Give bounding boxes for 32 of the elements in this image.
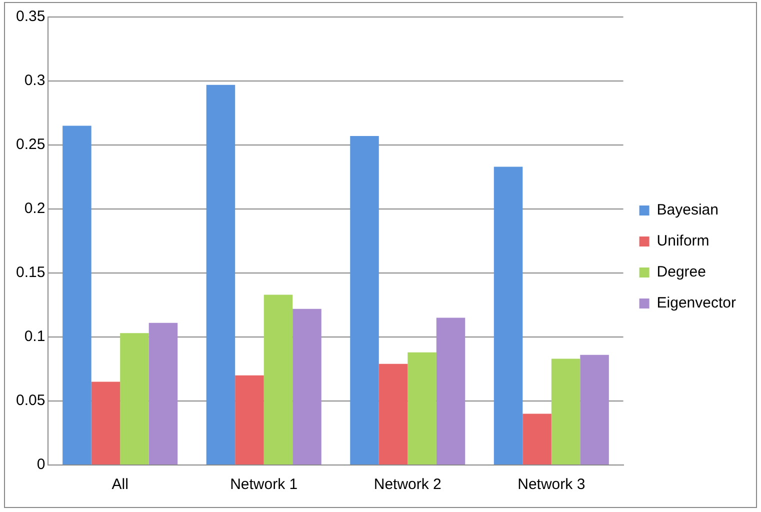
bar: [292, 308, 322, 464]
bar: [264, 294, 293, 464]
legend-label: Eigenvector: [656, 294, 736, 312]
x-tick-label: Network 2: [374, 476, 442, 494]
bar: [148, 322, 178, 464]
y-tick-label: 0.15: [16, 264, 46, 282]
bar: [378, 364, 408, 464]
x-tick-label: Network 3: [518, 476, 586, 494]
bar: [494, 166, 523, 464]
legend-label: Degree: [656, 264, 706, 281]
x-tick-label: Network 1: [230, 476, 298, 494]
bar: [235, 375, 264, 464]
bar: [436, 318, 466, 464]
bar: [91, 382, 120, 464]
bar: [580, 354, 609, 464]
bar: [120, 333, 149, 464]
x-tick-label: All: [112, 476, 128, 494]
y-tick-label: 0.2: [24, 200, 46, 218]
y-tick-label: 0.1: [24, 328, 46, 346]
legend-label: Bayesian: [656, 202, 719, 219]
y-tick-label: 0: [36, 456, 46, 474]
y-tick-label: 0.3: [24, 72, 46, 90]
y-tick-label: 0.05: [16, 392, 46, 410]
bar: [206, 84, 236, 464]
legend-label: Uniform: [656, 232, 710, 250]
y-tick-label: 0.25: [16, 136, 46, 154]
bar: [62, 126, 92, 464]
bar: [350, 136, 379, 464]
y-tick-label: 0.35: [16, 8, 46, 26]
bar: [551, 358, 580, 464]
bar: [522, 414, 552, 464]
bar: [408, 352, 436, 464]
